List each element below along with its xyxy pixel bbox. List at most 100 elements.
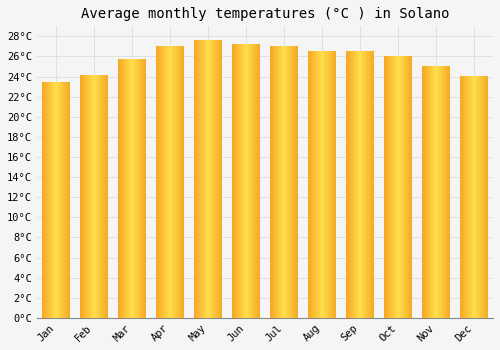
- Bar: [87, 75, 88, 318]
- Bar: [86, 75, 87, 318]
- Bar: [355, 51, 356, 318]
- Bar: [198, 40, 199, 318]
- Bar: [158, 47, 159, 318]
- Bar: [468, 76, 469, 318]
- Bar: [464, 76, 465, 318]
- Bar: [357, 51, 358, 318]
- Bar: [401, 56, 402, 318]
- Bar: [286, 47, 287, 318]
- Bar: [159, 47, 160, 318]
- Bar: [209, 40, 210, 318]
- Bar: [249, 44, 250, 318]
- Bar: [472, 76, 473, 318]
- Bar: [94, 75, 95, 318]
- Bar: [482, 76, 483, 318]
- Bar: [487, 76, 488, 318]
- Bar: [99, 75, 100, 318]
- Bar: [445, 66, 446, 318]
- Bar: [234, 44, 235, 318]
- Bar: [463, 76, 464, 318]
- Bar: [403, 56, 404, 318]
- Bar: [84, 75, 86, 318]
- Bar: [125, 60, 126, 318]
- Bar: [391, 56, 392, 318]
- Bar: [273, 47, 274, 318]
- Bar: [121, 60, 122, 318]
- Bar: [405, 56, 406, 318]
- Bar: [289, 47, 290, 318]
- Bar: [176, 47, 178, 318]
- Bar: [278, 47, 279, 318]
- Bar: [321, 51, 322, 318]
- Bar: [53, 82, 54, 318]
- Bar: [95, 75, 96, 318]
- Bar: [328, 51, 329, 318]
- Bar: [197, 40, 198, 318]
- Bar: [245, 44, 246, 318]
- Bar: [122, 60, 124, 318]
- Bar: [466, 76, 467, 318]
- Bar: [308, 51, 309, 318]
- Bar: [335, 51, 336, 318]
- Bar: [315, 51, 316, 318]
- Bar: [480, 76, 481, 318]
- Bar: [442, 66, 443, 318]
- Bar: [370, 51, 371, 318]
- Bar: [473, 76, 474, 318]
- Bar: [280, 47, 281, 318]
- Bar: [373, 51, 374, 318]
- Bar: [402, 56, 403, 318]
- Bar: [322, 51, 323, 318]
- Bar: [168, 47, 170, 318]
- Bar: [118, 60, 120, 318]
- Bar: [247, 44, 248, 318]
- Bar: [448, 66, 449, 318]
- Bar: [199, 40, 200, 318]
- Bar: [170, 47, 171, 318]
- Bar: [438, 66, 439, 318]
- Bar: [55, 82, 56, 318]
- Bar: [471, 76, 472, 318]
- Bar: [80, 75, 82, 318]
- Bar: [369, 51, 370, 318]
- Bar: [250, 44, 251, 318]
- Bar: [393, 56, 394, 318]
- Bar: [360, 51, 361, 318]
- Bar: [194, 40, 195, 318]
- Bar: [436, 66, 437, 318]
- Bar: [284, 47, 285, 318]
- Bar: [295, 47, 296, 318]
- Bar: [477, 76, 478, 318]
- Bar: [435, 66, 436, 318]
- Bar: [179, 47, 180, 318]
- Bar: [63, 82, 64, 318]
- Bar: [474, 76, 475, 318]
- Bar: [202, 40, 203, 318]
- Bar: [134, 60, 136, 318]
- Bar: [385, 56, 386, 318]
- Bar: [460, 76, 461, 318]
- Bar: [422, 66, 423, 318]
- Bar: [410, 56, 411, 318]
- Bar: [65, 82, 66, 318]
- Bar: [356, 51, 357, 318]
- Bar: [426, 66, 427, 318]
- Bar: [58, 82, 59, 318]
- Bar: [432, 66, 433, 318]
- Bar: [358, 51, 359, 318]
- Bar: [211, 40, 212, 318]
- Bar: [390, 56, 391, 318]
- Bar: [238, 44, 239, 318]
- Bar: [386, 56, 387, 318]
- Bar: [361, 51, 362, 318]
- Bar: [100, 75, 102, 318]
- Bar: [392, 56, 393, 318]
- Bar: [318, 51, 319, 318]
- Bar: [259, 44, 260, 318]
- Bar: [406, 56, 407, 318]
- Bar: [246, 44, 247, 318]
- Bar: [166, 47, 167, 318]
- Bar: [92, 75, 94, 318]
- Bar: [160, 47, 161, 318]
- Bar: [427, 66, 428, 318]
